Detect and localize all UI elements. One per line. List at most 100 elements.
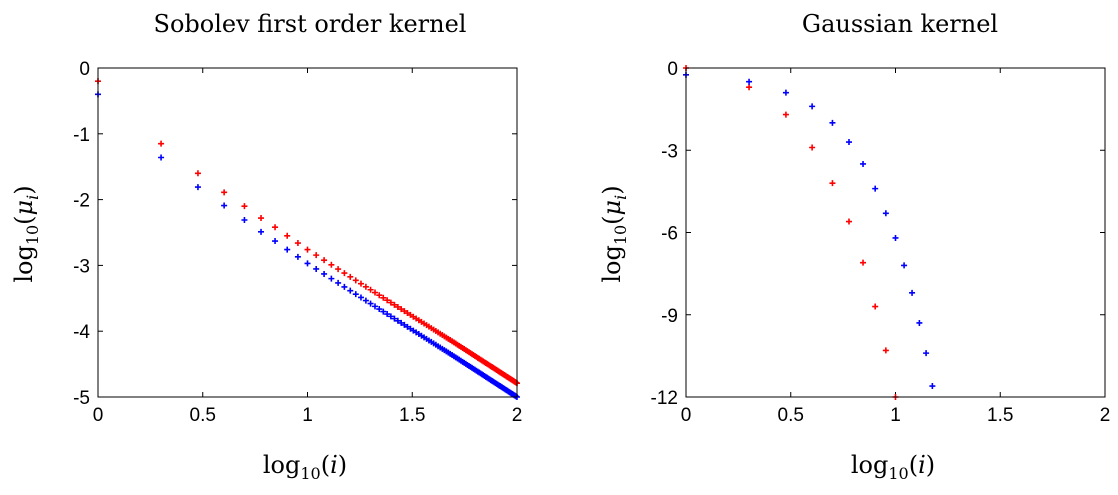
data-point bbox=[882, 347, 889, 354]
data-points bbox=[95, 78, 520, 400]
data-point bbox=[882, 210, 889, 217]
data-point bbox=[272, 238, 279, 245]
series-1 bbox=[683, 65, 899, 400]
data-point bbox=[782, 111, 789, 118]
data-point bbox=[860, 259, 867, 266]
series-2 bbox=[683, 71, 936, 390]
data-point bbox=[384, 311, 391, 318]
x-tick-label: 0 bbox=[681, 405, 692, 426]
data-point bbox=[258, 228, 265, 235]
data-point bbox=[194, 170, 201, 177]
x-tick-label: 0.5 bbox=[190, 405, 216, 426]
y-tick-label: -3 bbox=[661, 141, 678, 162]
data-point bbox=[391, 315, 398, 322]
svg-text:log10(μi): log10(μi) bbox=[10, 185, 42, 282]
data-point bbox=[845, 218, 852, 225]
data-point bbox=[341, 270, 348, 277]
y-tick-label: -3 bbox=[73, 256, 90, 277]
data-point bbox=[929, 383, 936, 390]
y-tick-label: -12 bbox=[651, 388, 678, 409]
series-1 bbox=[95, 78, 520, 387]
y-tick-label: -6 bbox=[661, 224, 678, 245]
data-point bbox=[398, 319, 405, 326]
data-point bbox=[372, 289, 379, 296]
axis-ticks: 0 0.5 1 1.5 2 0 -3 -6 -9 -12 bbox=[651, 59, 1111, 426]
data-point bbox=[872, 303, 879, 310]
data-point bbox=[241, 203, 248, 210]
data-point bbox=[335, 266, 342, 273]
x-tick-label: 1.5 bbox=[399, 405, 425, 426]
data-point bbox=[901, 262, 908, 269]
x-tick-label: 1 bbox=[890, 405, 901, 426]
data-point bbox=[398, 306, 405, 313]
x-tick-label: 1.5 bbox=[987, 405, 1013, 426]
data-point bbox=[872, 185, 879, 192]
chart-title: Gaussian kernel bbox=[802, 10, 998, 38]
data-point bbox=[321, 257, 328, 264]
svg-text:log10(μi): log10(μi) bbox=[598, 185, 630, 282]
data-point bbox=[352, 277, 359, 284]
x-tick-label: 2 bbox=[1100, 405, 1111, 426]
data-point bbox=[384, 297, 391, 304]
data-point bbox=[376, 306, 383, 313]
data-point bbox=[394, 303, 401, 310]
data-point bbox=[845, 139, 852, 146]
y-tick-label: 0 bbox=[667, 59, 678, 80]
axis-ticks: 0 0.5 1 1.5 2 0 -1 -2 -3 -4 -5 bbox=[73, 59, 522, 426]
data-point bbox=[916, 319, 923, 326]
data-point bbox=[313, 265, 320, 272]
data-point bbox=[321, 270, 328, 277]
data-point bbox=[272, 224, 279, 231]
data-point bbox=[401, 308, 408, 315]
y-tick-label: -9 bbox=[661, 306, 678, 327]
data-point bbox=[221, 202, 228, 209]
svg-text:log10(i): log10(i) bbox=[263, 451, 347, 483]
data-point bbox=[284, 232, 291, 239]
data-point bbox=[328, 261, 335, 268]
data-point bbox=[391, 301, 398, 308]
data-point bbox=[335, 279, 342, 286]
plot-frame bbox=[685, 67, 1106, 398]
data-point bbox=[258, 215, 265, 222]
y-tick-label: -4 bbox=[73, 322, 90, 343]
series-2 bbox=[95, 91, 520, 400]
data-point bbox=[380, 308, 387, 315]
data-point bbox=[372, 303, 379, 310]
data-point bbox=[380, 294, 387, 301]
data-point bbox=[158, 154, 165, 161]
svg-text:log10(i): log10(i) bbox=[851, 451, 935, 483]
data-point bbox=[221, 189, 228, 196]
data-point bbox=[367, 286, 374, 293]
data-point bbox=[892, 234, 899, 241]
data-point bbox=[304, 260, 311, 267]
data-point bbox=[241, 216, 248, 223]
data-point bbox=[376, 292, 383, 299]
y-axis-label: log10(μi) bbox=[598, 185, 630, 282]
x-tick-label: 0.5 bbox=[778, 405, 804, 426]
x-axis-label: log10(i) bbox=[263, 451, 347, 483]
data-point bbox=[809, 103, 816, 110]
data-point bbox=[347, 273, 354, 280]
data-point bbox=[829, 119, 836, 126]
sobolev-chart: Sobolev first order kernel log10(μi) log… bbox=[10, 10, 522, 483]
data-point bbox=[829, 180, 836, 187]
data-point bbox=[357, 280, 364, 287]
data-point bbox=[294, 253, 301, 260]
data-point bbox=[401, 321, 408, 328]
x-axis-label: log10(i) bbox=[851, 451, 935, 483]
data-point bbox=[362, 283, 369, 290]
data-point bbox=[387, 299, 394, 306]
data-point bbox=[782, 89, 789, 96]
data-point bbox=[304, 246, 311, 253]
x-tick-label: 1 bbox=[302, 405, 313, 426]
y-tick-label: -5 bbox=[73, 388, 90, 409]
data-point bbox=[194, 184, 201, 191]
plot-frame bbox=[97, 67, 518, 398]
gaussian-chart: Gaussian kernel log10(μi) log10(i) 0 0.5 1… bbox=[598, 10, 1110, 483]
data-point bbox=[347, 287, 354, 294]
chart-title: Sobolev first order kernel bbox=[154, 10, 467, 38]
data-point bbox=[284, 246, 291, 253]
data-point bbox=[328, 275, 335, 282]
data-point bbox=[746, 78, 753, 85]
